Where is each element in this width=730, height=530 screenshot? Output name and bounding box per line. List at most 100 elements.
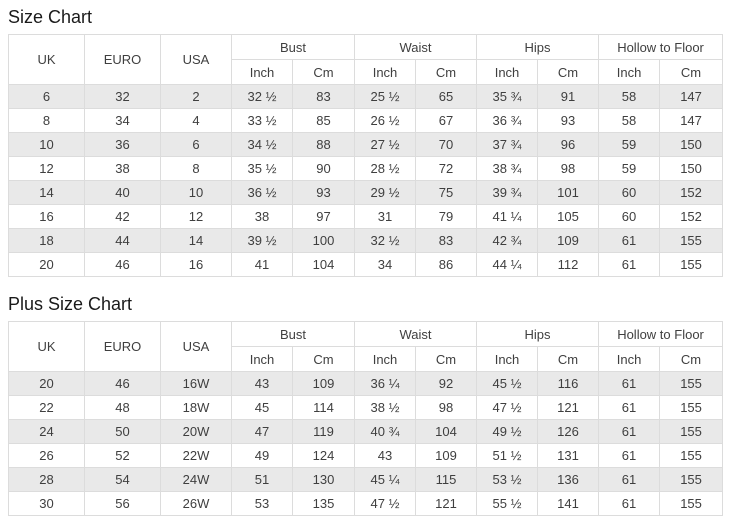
table-cell: 116 [537, 371, 600, 396]
table-cell: 45 ¼ [354, 467, 417, 492]
table-cell: 50 [84, 419, 161, 444]
table-cell: 10 [160, 180, 232, 205]
table-cell: 141 [537, 491, 600, 516]
subheader-bust-cm: Cm [291, 59, 356, 85]
table-cell: 124 [291, 443, 356, 468]
table-cell: 155 [659, 371, 724, 396]
table-cell: 61 [598, 467, 661, 492]
table-cell: 6 [160, 132, 232, 157]
table-cell: 70 [415, 132, 478, 157]
table-cell: 86 [415, 252, 478, 277]
table-cell: 67 [415, 108, 478, 133]
table-cell: 88 [291, 132, 356, 157]
table-cell: 18W [160, 395, 232, 420]
size-chart-table: UK EURO USA Bust Waist Hips Hollow to Floor Inc… [8, 34, 724, 277]
table-cell: 56 [84, 491, 161, 516]
group-header-waist: Waist [354, 321, 478, 347]
table-cell: 32 [84, 84, 161, 109]
table-cell: 34 [354, 252, 417, 277]
table-cell: 96 [537, 132, 600, 157]
table-cell: 44 [84, 228, 161, 253]
size-chart-title: Size Chart [8, 7, 93, 27]
table-cell: 61 [598, 228, 661, 253]
group-header-hollow-to-floor: Hollow to Floor [598, 34, 724, 60]
table-cell: 38 [231, 204, 293, 229]
table-cell: 55 ½ [476, 491, 539, 516]
table-row: 30 56 26W 53 135 47 ½ 121 55 ½ 141 61 155 [8, 491, 724, 516]
table-cell: 83 [291, 84, 356, 109]
table-cell: 61 [598, 371, 661, 396]
table-cell: 38 [84, 156, 161, 181]
column-header-usa: USA [160, 321, 232, 372]
group-header-hollow-to-floor: Hollow to Floor [598, 321, 724, 347]
subheader-bust-cm: Cm [291, 346, 356, 372]
table-cell: 44 ¼ [476, 252, 539, 277]
table-cell: 150 [659, 132, 724, 157]
subheader-hollow-to-floor-cm: Cm [659, 346, 724, 372]
table-cell: 41 ¼ [476, 204, 539, 229]
table-cell: 14 [160, 228, 232, 253]
table-cell: 115 [415, 467, 478, 492]
table-cell: 97 [291, 204, 356, 229]
table-cell: 43 [231, 371, 293, 396]
table-cell: 42 [84, 204, 161, 229]
table-cell: 20 [8, 252, 85, 277]
table-cell: 59 [598, 132, 661, 157]
table-cell: 155 [659, 228, 724, 253]
table-cell: 36 [84, 132, 161, 157]
table-cell: 109 [537, 228, 600, 253]
table-cell: 98 [415, 395, 478, 420]
table-cell: 47 ½ [354, 491, 417, 516]
group-header-bust: Bust [230, 34, 356, 60]
table-cell: 37 ¾ [476, 132, 539, 157]
subheader-hollow-to-floor-cm: Cm [659, 59, 724, 85]
subheader-waist-cm: Cm [415, 59, 478, 85]
subheader-hips-inch: Inch [476, 59, 539, 85]
table-row: 20 46 16 41 104 34 86 44 ¼ 112 61 155 [8, 252, 724, 277]
table-cell: 155 [659, 252, 724, 277]
table-cell: 36 ¼ [354, 371, 417, 396]
table-cell: 45 [231, 395, 293, 420]
table-cell: 61 [598, 491, 661, 516]
table-cell: 49 ½ [476, 419, 539, 444]
size-chart-section: Size Chart UK EURO USA Bust Waist Hips Hollow … [8, 6, 724, 277]
table-cell: 61 [598, 252, 661, 277]
table-cell: 27 ½ [354, 132, 417, 157]
table-cell: 152 [659, 204, 724, 229]
table-cell: 49 [231, 443, 293, 468]
table-cell: 45 ½ [476, 371, 539, 396]
column-header-usa: USA [160, 34, 232, 85]
table-cell: 130 [291, 467, 356, 492]
table-cell: 90 [291, 156, 356, 181]
table-cell: 31 [354, 204, 417, 229]
table-cell: 20 [8, 371, 85, 396]
table-cell: 85 [291, 108, 356, 133]
table-cell: 150 [659, 156, 724, 181]
table-cell: 39 ½ [231, 228, 293, 253]
table-cell: 61 [598, 395, 661, 420]
table-cell: 34 ½ [231, 132, 293, 157]
table-cell: 147 [659, 84, 724, 109]
table-cell: 41 [231, 252, 293, 277]
table-cell: 26W [160, 491, 232, 516]
table-cell: 59 [598, 156, 661, 181]
group-header-bust: Bust [230, 321, 356, 347]
table-row: 6 32 2 32 ½ 83 25 ½ 65 35 ¾ 91 58 147 [8, 84, 724, 109]
table-cell: 36 ½ [231, 180, 293, 205]
table-cell: 131 [537, 443, 600, 468]
table-cell: 126 [537, 419, 600, 444]
subheader-hips-cm: Cm [537, 59, 600, 85]
table-row: 20 46 16W 43 109 36 ¼ 92 45 ½ 116 61 155 [8, 371, 724, 396]
table-cell: 46 [84, 371, 161, 396]
table-cell: 4 [160, 108, 232, 133]
table-cell: 136 [537, 467, 600, 492]
column-header-uk: UK [8, 321, 85, 372]
table-cell: 40 ¾ [354, 419, 417, 444]
table-cell: 155 [659, 395, 724, 420]
table-cell: 8 [8, 108, 85, 133]
table-cell: 28 [8, 467, 85, 492]
table-cell: 38 ½ [354, 395, 417, 420]
table-cell: 65 [415, 84, 478, 109]
table-row: 28 54 24W 51 130 45 ¼ 115 53 ½ 136 61 155 [8, 467, 724, 492]
table-row: 22 48 18W 45 114 38 ½ 98 47 ½ 121 61 155 [8, 395, 724, 420]
